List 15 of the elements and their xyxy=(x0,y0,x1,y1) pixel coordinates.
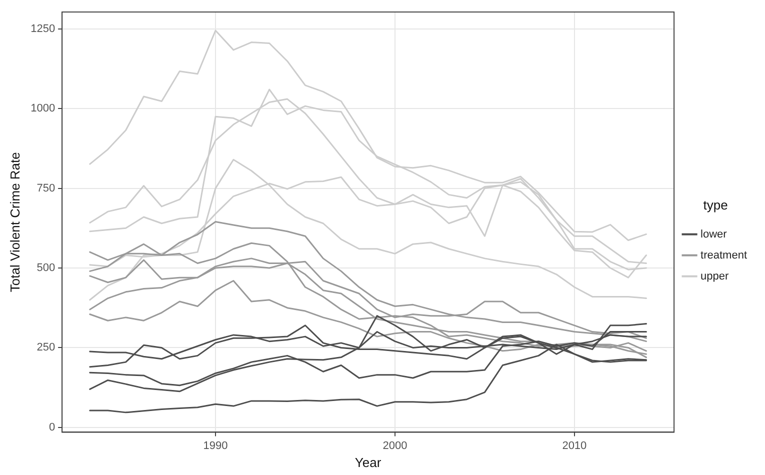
legend-label: upper xyxy=(700,270,730,282)
legend-label: treatment xyxy=(700,249,748,262)
y-tick-label: 0 xyxy=(48,421,56,434)
y-tick-label: 500 xyxy=(36,262,56,274)
x-axis-title: Year xyxy=(354,454,382,470)
legend-label: lower xyxy=(700,228,728,240)
y-axis-title: Total Violent Crime Rate xyxy=(7,152,22,292)
y-tick-label: 250 xyxy=(36,342,56,354)
y-tick-label: 1000 xyxy=(30,102,56,115)
x-tick-label: 1990 xyxy=(203,440,228,452)
legend-title: type xyxy=(703,197,728,212)
x-tick-label: 2000 xyxy=(382,440,408,452)
y-tick-label: 750 xyxy=(36,182,56,194)
y-tick-label: 1250 xyxy=(30,22,56,35)
x-tick-label: 2010 xyxy=(562,440,587,452)
